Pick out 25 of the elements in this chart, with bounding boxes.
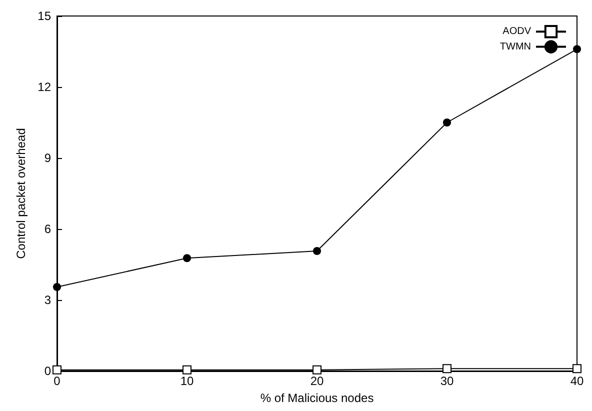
point xyxy=(183,254,191,262)
y-tick-label: 15 xyxy=(38,9,52,23)
y-tick-label: 3 xyxy=(44,293,52,307)
legend-label: TWMN xyxy=(500,41,531,52)
y-tick-label: 12 xyxy=(38,80,52,94)
y-tick-label: 0 xyxy=(44,364,52,378)
y-tick-label: 9 xyxy=(44,151,52,165)
x-tick-label: 30 xyxy=(440,374,454,388)
x-tick-label: 0 xyxy=(54,374,61,388)
point xyxy=(182,365,192,374)
point xyxy=(442,364,452,374)
x-tick-label: 20 xyxy=(310,374,324,388)
legend-label: AODV xyxy=(502,26,532,38)
point xyxy=(572,364,582,374)
y-axis-title: Control packet overhead xyxy=(14,128,28,259)
x-axis-title: % of Malicious nodes xyxy=(260,390,374,405)
point xyxy=(52,365,62,374)
point xyxy=(313,247,321,256)
point xyxy=(312,365,322,374)
point xyxy=(53,282,61,291)
point xyxy=(573,45,581,54)
x-tick-label: 40 xyxy=(570,374,584,388)
x-tick-label: 10 xyxy=(180,374,194,388)
y-tick-label: 6 xyxy=(44,222,52,236)
point xyxy=(443,118,451,126)
